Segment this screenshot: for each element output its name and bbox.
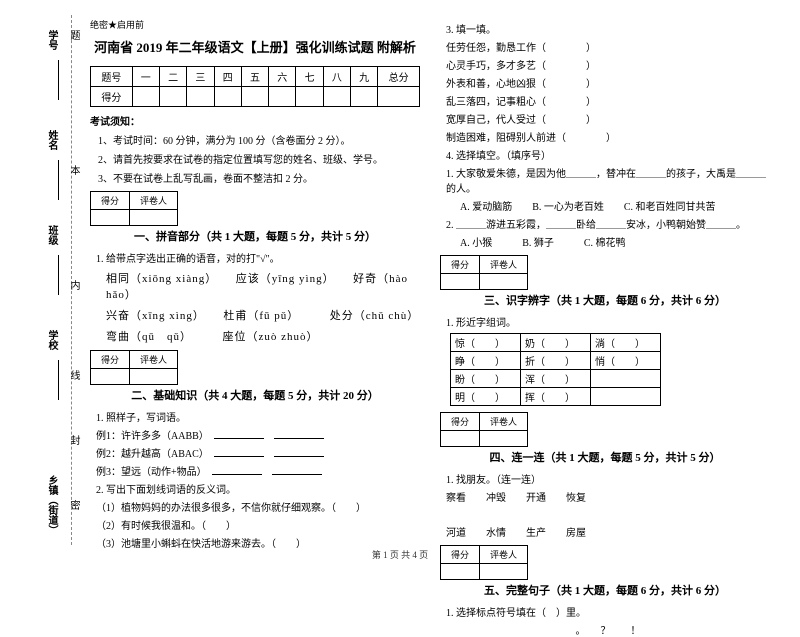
- table-row: 题号 一 二 三 四 五 六 七 八 九 总分: [91, 67, 420, 87]
- q-text: 1. 给带点字选出正确的语音，对的打"√"。: [96, 250, 420, 265]
- q-text: 2. 写出下面划线词语的反义词。: [96, 481, 420, 496]
- section-2: 二、基础知识（共 4 大题，每题 5 分，共计 20 分）: [90, 387, 420, 403]
- sub-q: （2）有时候我很温和。（ ）: [96, 517, 420, 532]
- pinyin-line: 兴奋（xīng xìng） 杜甫（fū pǔ） 处分（chǔ chù）: [106, 307, 420, 323]
- note: 3、不要在试卷上乱写乱画，卷面不整洁扣 2 分。: [98, 170, 420, 185]
- rail-banji: 班级: [44, 225, 59, 245]
- sub-q: 2. ＿＿＿游进五彩霞，＿＿＿卧给＿＿＿安冰，小鸭朝始赞＿＿＿。: [446, 216, 770, 231]
- section-3: 三、识字辨字（共 1 大题，每题 6 分，共计 6 分）: [440, 292, 770, 308]
- char-grid: 惊（ ）奶（ ）淌（ ） 睁（ ）折（ ）悄（ ） 盼（ ）浑（ ） 明（ ）挥…: [450, 333, 661, 406]
- mini-a: 得分: [91, 192, 130, 210]
- note: 2、请首先按要求在试卷的指定位置填写您的姓名、班级、学号。: [98, 151, 420, 166]
- match-row: 察看 冲毁 开通 恢复: [446, 489, 770, 504]
- match-row: 河道 水情 生产 房屋: [446, 524, 770, 539]
- cut-lbl: 内: [66, 280, 81, 290]
- th: 总分: [378, 67, 420, 87]
- td: 得分: [91, 87, 133, 107]
- th: 九: [351, 67, 378, 87]
- grader-box: 得分评卷人: [440, 255, 528, 290]
- cut-lbl: 题: [66, 30, 81, 40]
- th: 六: [269, 67, 296, 87]
- secret-label: 绝密★启用前: [90, 18, 420, 31]
- rail-xuehao: 学号: [44, 30, 59, 50]
- fill: 任劳任怨，勤恳工作（ ）: [446, 39, 770, 54]
- th: 五: [241, 67, 268, 87]
- cut-lbl: 线: [66, 370, 81, 380]
- th: 题号: [91, 67, 133, 87]
- q-text: 1. 照样子，写词语。: [96, 409, 420, 424]
- th: 七: [296, 67, 323, 87]
- fill: 心灵手巧，多才多艺（ ）: [446, 57, 770, 72]
- score-table: 题号 一 二 三 四 五 六 七 八 九 总分 得分: [90, 66, 420, 107]
- left-column: 绝密★启用前 河南省 2019 年二年级语文【上册】强化训练试题 附解析 题号 …: [90, 18, 420, 555]
- fill: 宽厚自己，代人受过（ ）: [446, 111, 770, 126]
- example: 例3：望远（动作+物品）: [96, 463, 420, 478]
- section-1: 一、拼音部分（共 1 大题，每题 5 分，共计 5 分）: [90, 228, 420, 244]
- punct-options: 。 ？ ！: [446, 622, 770, 637]
- notes-title: 考试须知：: [90, 113, 420, 128]
- fill: 乱三落四，记事粗心（ ）: [446, 93, 770, 108]
- mini-b: 评卷人: [130, 192, 178, 210]
- note: 1、考试时间：60 分钟，满分为 100 分（含卷面分 2 分）。: [98, 132, 420, 147]
- grader-box: 得分评卷人: [90, 350, 178, 385]
- page-footer: 第 1 页 共 4 页: [0, 548, 800, 561]
- q-text: 1. 形近字组词。: [446, 314, 770, 329]
- fill: 制造困难，阻碍别人前进（ ）: [446, 129, 770, 144]
- section-4: 四、连一连（共 1 大题，每题 5 分，共计 5 分）: [440, 449, 770, 465]
- q-text: 3. 填一填。: [446, 21, 770, 36]
- options: A. 爱动脑筋 B. 一心为老百姓 C. 和老百姓同甘共苦: [460, 198, 770, 213]
- fill: 外表和善，心地凶狠（ ）: [446, 75, 770, 90]
- rail-xuexiao: 学校: [44, 330, 59, 350]
- rail-xingming: 姓名: [44, 130, 59, 150]
- table-row: 得分: [91, 87, 420, 107]
- sub-q: （1）植物妈妈的办法很多很多，不信你就仔细观察。（ ）: [96, 499, 420, 514]
- q-text: 1. 找朋友。（连一连）: [446, 471, 770, 486]
- rail-line: [58, 160, 59, 200]
- exam-title: 河南省 2019 年二年级语文【上册】强化训练试题 附解析: [90, 37, 420, 56]
- right-column: 3. 填一填。 任劳任怨，勤恳工作（ ） 心灵手巧，多才多艺（ ） 外表和善，心…: [440, 18, 770, 555]
- rail-xiangzhen: 乡镇（街道）: [44, 475, 59, 535]
- binding-rail: 学号 姓名 班级 学校 乡镇（街道） 题 本 内 线 封 密: [8, 0, 78, 565]
- section-5: 五、完整句子（共 1 大题，每题 6 分，共计 6 分）: [440, 582, 770, 598]
- example: 例2：越升越高（ABAC）: [96, 445, 420, 460]
- options: A. 小猴 B. 狮子 C. 棉花鸭: [460, 234, 770, 249]
- cut-lbl: 密: [66, 500, 81, 510]
- q-text: 1. 选择标点符号填在（ ）里。: [446, 604, 770, 619]
- th: 四: [214, 67, 241, 87]
- th: 三: [187, 67, 214, 87]
- th: 二: [159, 67, 186, 87]
- pinyin-line: 弯曲（qū qǔ） 座位（zuò zhuò）: [106, 328, 420, 344]
- grader-box: 得分评卷人: [90, 191, 178, 226]
- th: 一: [132, 67, 159, 87]
- rail-line: [58, 60, 59, 100]
- th: 八: [323, 67, 350, 87]
- sub-q: 1. 大家敬爱朱德，是因为他＿＿＿，替冲在＿＿＿的孩子，大禹是＿＿＿的人。: [446, 165, 770, 195]
- example: 例1：许许多多（AABB）: [96, 427, 420, 442]
- grader-box: 得分评卷人: [440, 412, 528, 447]
- cut-lbl: 封: [66, 435, 81, 445]
- cut-lbl: 本: [66, 165, 81, 175]
- pinyin-line: 相同（xiōng xiàng） 应该（yīng yìng） 好奇（hào hǎo…: [106, 270, 420, 302]
- rail-line: [58, 255, 59, 295]
- q-text: 4. 选择填空。（填序号）: [446, 147, 770, 162]
- rail-line: [58, 360, 59, 400]
